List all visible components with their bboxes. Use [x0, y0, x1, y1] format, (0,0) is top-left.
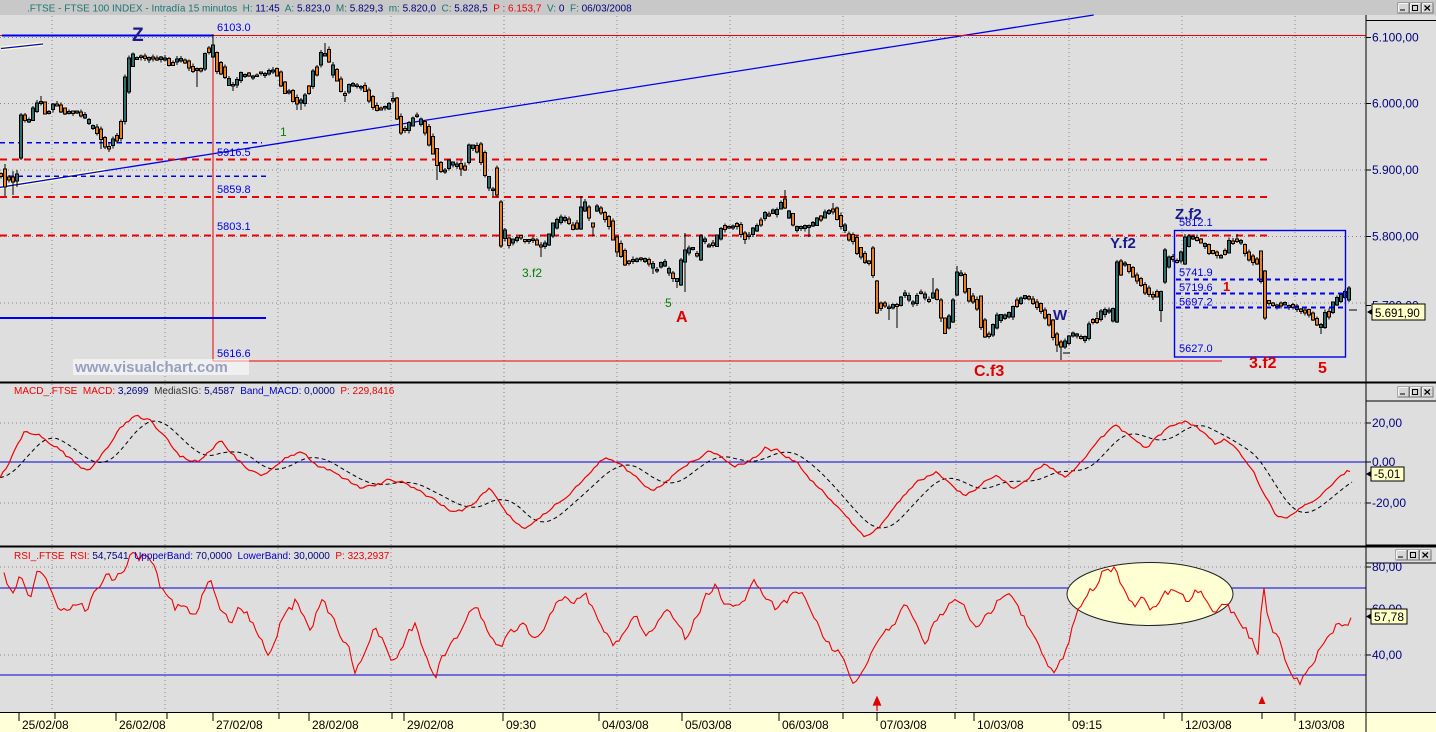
svg-text:3.f2: 3.f2 — [1249, 355, 1277, 372]
svg-text:10/03/08: 10/03/08 — [977, 718, 1024, 732]
svg-text:6103.0: 6103.0 — [217, 22, 251, 34]
svg-text:5719.6: 5719.6 — [1179, 282, 1213, 294]
svg-text:5741.9: 5741.9 — [1179, 267, 1213, 279]
svg-text:5: 5 — [665, 296, 672, 310]
svg-text:04/03/08: 04/03/08 — [602, 718, 649, 732]
svg-text:C.f3: C.f3 — [974, 363, 1004, 380]
svg-text:05/03/08: 05/03/08 — [685, 718, 732, 732]
svg-text:1: 1 — [280, 125, 287, 139]
svg-text:Y.f2: Y.f2 — [1110, 235, 1136, 252]
svg-text:6.100,00: 6.100,00 — [1372, 31, 1419, 45]
svg-text:Z: Z — [132, 25, 144, 46]
svg-text:06/03/08: 06/03/08 — [782, 718, 829, 732]
svg-text:26/02/08: 26/02/08 — [119, 718, 166, 732]
svg-text:5616.6: 5616.6 — [217, 348, 251, 360]
svg-text:07/03/08: 07/03/08 — [880, 718, 927, 732]
svg-text:-20,00: -20,00 — [1372, 496, 1406, 510]
svg-text:5859.8: 5859.8 — [217, 184, 251, 196]
svg-text:5916.5: 5916.5 — [217, 147, 251, 159]
svg-text:5803.1: 5803.1 — [217, 221, 251, 233]
svg-text:MACD_.FTSE MACD: 3,2699 Medi: MACD_.FTSE MACD: 3,2699 MediaSIG: 5,4587… — [14, 386, 395, 397]
svg-text:0,00: 0,00 — [1372, 455, 1396, 469]
svg-text:3.f2: 3.f2 — [522, 266, 542, 280]
svg-text:Z.f2: Z.f2 — [1175, 206, 1202, 223]
svg-text:80,00: 80,00 — [1372, 560, 1402, 574]
svg-text:57,78: 57,78 — [1374, 610, 1404, 624]
svg-text:5: 5 — [1318, 360, 1327, 377]
svg-text:5.900,00: 5.900,00 — [1372, 163, 1419, 177]
svg-text:A: A — [676, 309, 688, 326]
svg-text:www.visualchart.com: www.visualchart.com — [74, 359, 228, 376]
svg-text:5812.1: 5812.1 — [1179, 217, 1213, 229]
svg-text:27/02/08: 27/02/08 — [216, 718, 263, 732]
svg-text:5697.2: 5697.2 — [1179, 297, 1213, 309]
svg-text:13/03/08: 13/03/08 — [1298, 718, 1345, 732]
svg-text:29/02/08: 29/02/08 — [407, 718, 454, 732]
svg-text:09:30: 09:30 — [506, 718, 536, 732]
svg-text:40,00: 40,00 — [1372, 648, 1402, 662]
svg-text:5627.0: 5627.0 — [1179, 343, 1213, 355]
svg-text:25/02/08: 25/02/08 — [22, 718, 69, 732]
svg-text:-5,01: -5,01 — [1374, 469, 1400, 481]
svg-text:W: W — [1053, 307, 1068, 324]
svg-text:28/02/08: 28/02/08 — [312, 718, 359, 732]
svg-text:.FTSE - FTSE 100 INDEX - Intra: .FTSE - FTSE 100 INDEX - Intradía 15 min… — [27, 4, 632, 15]
svg-text:12/03/08: 12/03/08 — [1185, 718, 1232, 732]
svg-text:09:15: 09:15 — [1072, 718, 1102, 732]
svg-text:5.800,00: 5.800,00 — [1372, 230, 1419, 244]
svg-text:RSI_.FTSE RSI: 54,7541 Upppe: RSI_.FTSE RSI: 54,7541 UppperBand: 70,00… — [14, 551, 390, 562]
svg-text:20,00: 20,00 — [1372, 416, 1402, 430]
svg-text:1: 1 — [1223, 279, 1230, 294]
svg-text:6.000,00: 6.000,00 — [1372, 97, 1419, 111]
svg-text:5.691,90: 5.691,90 — [1375, 308, 1420, 320]
